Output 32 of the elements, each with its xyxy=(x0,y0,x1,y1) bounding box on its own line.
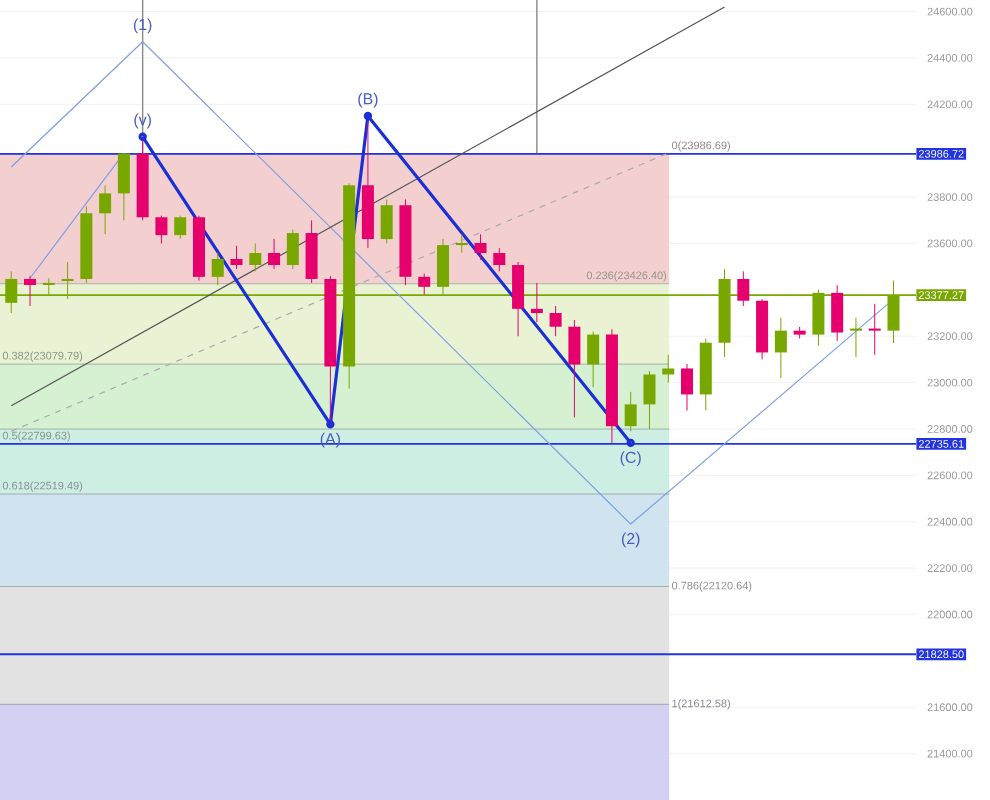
candlestick xyxy=(737,270,750,307)
candlestick xyxy=(99,185,112,235)
candlestick xyxy=(211,252,224,286)
candlestick xyxy=(117,152,130,221)
candlestick xyxy=(549,305,562,337)
candlestick xyxy=(230,245,243,270)
candlestick xyxy=(868,303,881,356)
point xyxy=(326,420,335,429)
candlestick xyxy=(418,273,431,295)
candlestick xyxy=(455,233,468,254)
candlestick xyxy=(174,215,187,240)
candlestick xyxy=(587,331,600,388)
candlestick xyxy=(662,354,675,384)
candlestick xyxy=(155,215,168,244)
candlestick xyxy=(568,319,581,418)
candlestick xyxy=(512,261,525,337)
candlestick xyxy=(774,317,787,379)
candlestick xyxy=(643,370,656,430)
candlestick xyxy=(681,363,694,411)
candlestick xyxy=(305,219,318,284)
candlestick xyxy=(849,317,862,358)
candlestick xyxy=(530,282,543,323)
candlestick xyxy=(624,391,637,432)
candlestick xyxy=(474,233,487,261)
candlestick xyxy=(24,275,37,307)
point xyxy=(363,111,373,121)
candlestick xyxy=(249,242,262,272)
candlestick xyxy=(831,284,844,342)
candlestick xyxy=(493,247,506,272)
candlestick xyxy=(380,198,393,244)
candlestick xyxy=(268,238,281,270)
candlestick xyxy=(286,229,299,270)
